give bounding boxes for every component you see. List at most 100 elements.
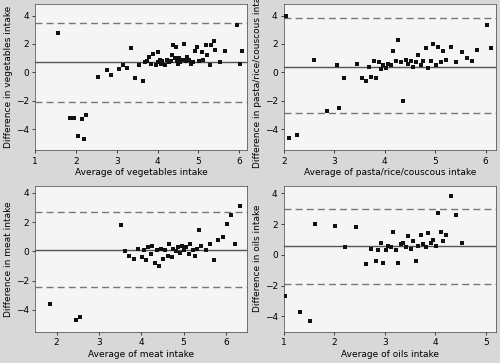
Point	[161, 62, 169, 68]
Point	[140, 78, 147, 84]
Point	[352, 224, 360, 230]
Point	[191, 48, 199, 54]
Point	[175, 55, 183, 61]
Point	[170, 246, 177, 252]
Point	[199, 57, 207, 62]
Point	[126, 253, 134, 259]
Point	[432, 243, 440, 249]
Point	[183, 54, 191, 60]
Point	[417, 62, 425, 68]
Point	[382, 247, 390, 253]
Point	[372, 258, 380, 264]
Point	[422, 244, 430, 250]
Point	[146, 54, 154, 60]
Point	[458, 49, 466, 55]
Point	[192, 44, 200, 50]
Point	[394, 260, 402, 265]
Y-axis label: Difference in meat intake: Difference in meat intake	[4, 201, 13, 317]
Y-axis label: Difference in oils intake: Difference in oils intake	[253, 205, 262, 313]
Point	[442, 232, 450, 238]
Y-axis label: Difference in pasta/rice/couscous intake: Difference in pasta/rice/couscous intake	[253, 0, 262, 168]
Point	[387, 244, 395, 250]
Point	[117, 222, 125, 228]
Point	[412, 258, 420, 264]
Point	[130, 256, 138, 262]
Point	[76, 314, 84, 320]
Point	[202, 42, 209, 48]
Point	[154, 49, 162, 55]
Point	[198, 49, 205, 55]
Point	[162, 57, 170, 62]
Point	[198, 243, 205, 249]
Point	[94, 74, 102, 79]
Point	[168, 52, 176, 58]
Point	[364, 64, 372, 69]
Point	[452, 212, 460, 218]
Point	[419, 58, 427, 64]
Point	[70, 115, 78, 121]
Point	[362, 78, 370, 84]
Point	[210, 257, 218, 263]
Point	[424, 65, 432, 71]
Point	[238, 48, 246, 54]
Point	[424, 231, 432, 236]
Point	[310, 57, 318, 62]
Point	[468, 58, 475, 64]
Point	[155, 263, 163, 269]
Point	[165, 60, 173, 65]
Point	[166, 58, 174, 64]
Point	[169, 42, 177, 48]
Point	[409, 238, 417, 244]
Point	[438, 229, 446, 235]
Point	[82, 112, 90, 118]
Point	[332, 223, 340, 229]
Point	[428, 240, 436, 245]
Point	[375, 60, 383, 65]
Point	[160, 256, 168, 262]
Point	[311, 221, 319, 227]
Point	[180, 247, 188, 253]
Point	[422, 45, 430, 51]
Point	[366, 74, 374, 79]
Point	[121, 249, 129, 254]
Point	[233, 23, 241, 28]
Point	[142, 60, 150, 65]
Point	[236, 61, 244, 67]
Point	[148, 243, 156, 249]
Point	[236, 203, 244, 209]
Point	[434, 44, 442, 50]
Point	[186, 241, 194, 247]
Point	[46, 301, 54, 307]
Point	[358, 75, 366, 81]
Point	[168, 254, 176, 260]
Point	[80, 136, 88, 142]
Point	[323, 108, 331, 114]
Point	[66, 115, 74, 121]
Point	[206, 62, 214, 68]
Point	[193, 246, 201, 252]
Point	[172, 44, 179, 50]
Point	[214, 237, 222, 242]
Point	[366, 246, 374, 252]
X-axis label: Average of oils intake: Average of oils intake	[341, 350, 439, 359]
Point	[151, 260, 159, 266]
Point	[342, 244, 349, 250]
Point	[156, 57, 164, 62]
Point	[157, 61, 165, 67]
Point	[174, 61, 182, 67]
Point	[379, 62, 387, 68]
Point	[404, 61, 412, 67]
Point	[384, 61, 392, 67]
Point	[374, 247, 382, 253]
Point	[448, 193, 456, 199]
Point	[119, 62, 127, 68]
X-axis label: Average of pasta/rice/couscous intake: Average of pasta/rice/couscous intake	[304, 168, 476, 178]
Point	[221, 48, 229, 54]
Point	[281, 294, 289, 299]
Point	[178, 243, 186, 249]
Point	[102, 67, 110, 73]
Point	[190, 253, 198, 259]
Point	[392, 58, 400, 64]
Point	[399, 98, 407, 103]
Point	[173, 58, 181, 64]
